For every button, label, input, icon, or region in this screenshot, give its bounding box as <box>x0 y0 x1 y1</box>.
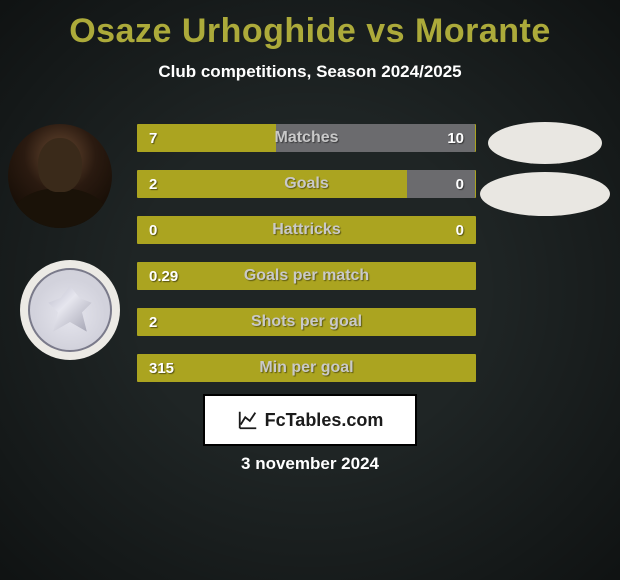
stat-label: Goals per match <box>137 262 476 290</box>
stats-rows: 7 Matches 10 2 Goals 0 0 Hattricks 0 0.2… <box>137 124 476 382</box>
stat-row: 2 Shots per goal <box>137 308 476 336</box>
stat-label: Goals <box>137 170 476 198</box>
stat-label: Min per goal <box>137 354 476 382</box>
stat-row: 315 Min per goal <box>137 354 476 382</box>
stat-value-right: 10 <box>447 124 464 152</box>
stat-value-right: 0 <box>456 170 464 198</box>
avatar-shoulders <box>14 188 106 228</box>
footer-brand-text: FcTables.com <box>265 410 384 431</box>
stat-row: 2 Goals 0 <box>137 170 476 198</box>
stat-value-right: 0 <box>456 216 464 244</box>
stat-row: 0 Hattricks 0 <box>137 216 476 244</box>
club-badge-emblem <box>46 286 94 334</box>
player2-avatar-blank-1 <box>488 122 602 164</box>
club-badge-inner <box>28 268 112 352</box>
title-player2: Morante <box>415 12 551 50</box>
stat-row: 0.29 Goals per match <box>137 262 476 290</box>
player1-club-badge <box>20 260 120 360</box>
fctables-logo-icon <box>237 409 259 431</box>
stat-row: 7 Matches 10 <box>137 124 476 152</box>
stat-label: Matches <box>137 124 476 152</box>
stat-label: Hattricks <box>137 216 476 244</box>
subtitle: Club competitions, Season 2024/2025 <box>0 62 620 82</box>
title-player1: Osaze Urhoghide <box>69 12 356 50</box>
avatar-head <box>38 138 82 192</box>
title-vs: vs <box>366 12 405 50</box>
footer-date: 3 november 2024 <box>0 454 620 474</box>
player1-avatar <box>8 124 112 228</box>
player2-avatar-blank-2 <box>480 172 610 216</box>
stat-label: Shots per goal <box>137 308 476 336</box>
page-title: Osaze Urhoghide vs Morante <box>0 12 620 51</box>
footer-brand-box: FcTables.com <box>203 394 417 446</box>
